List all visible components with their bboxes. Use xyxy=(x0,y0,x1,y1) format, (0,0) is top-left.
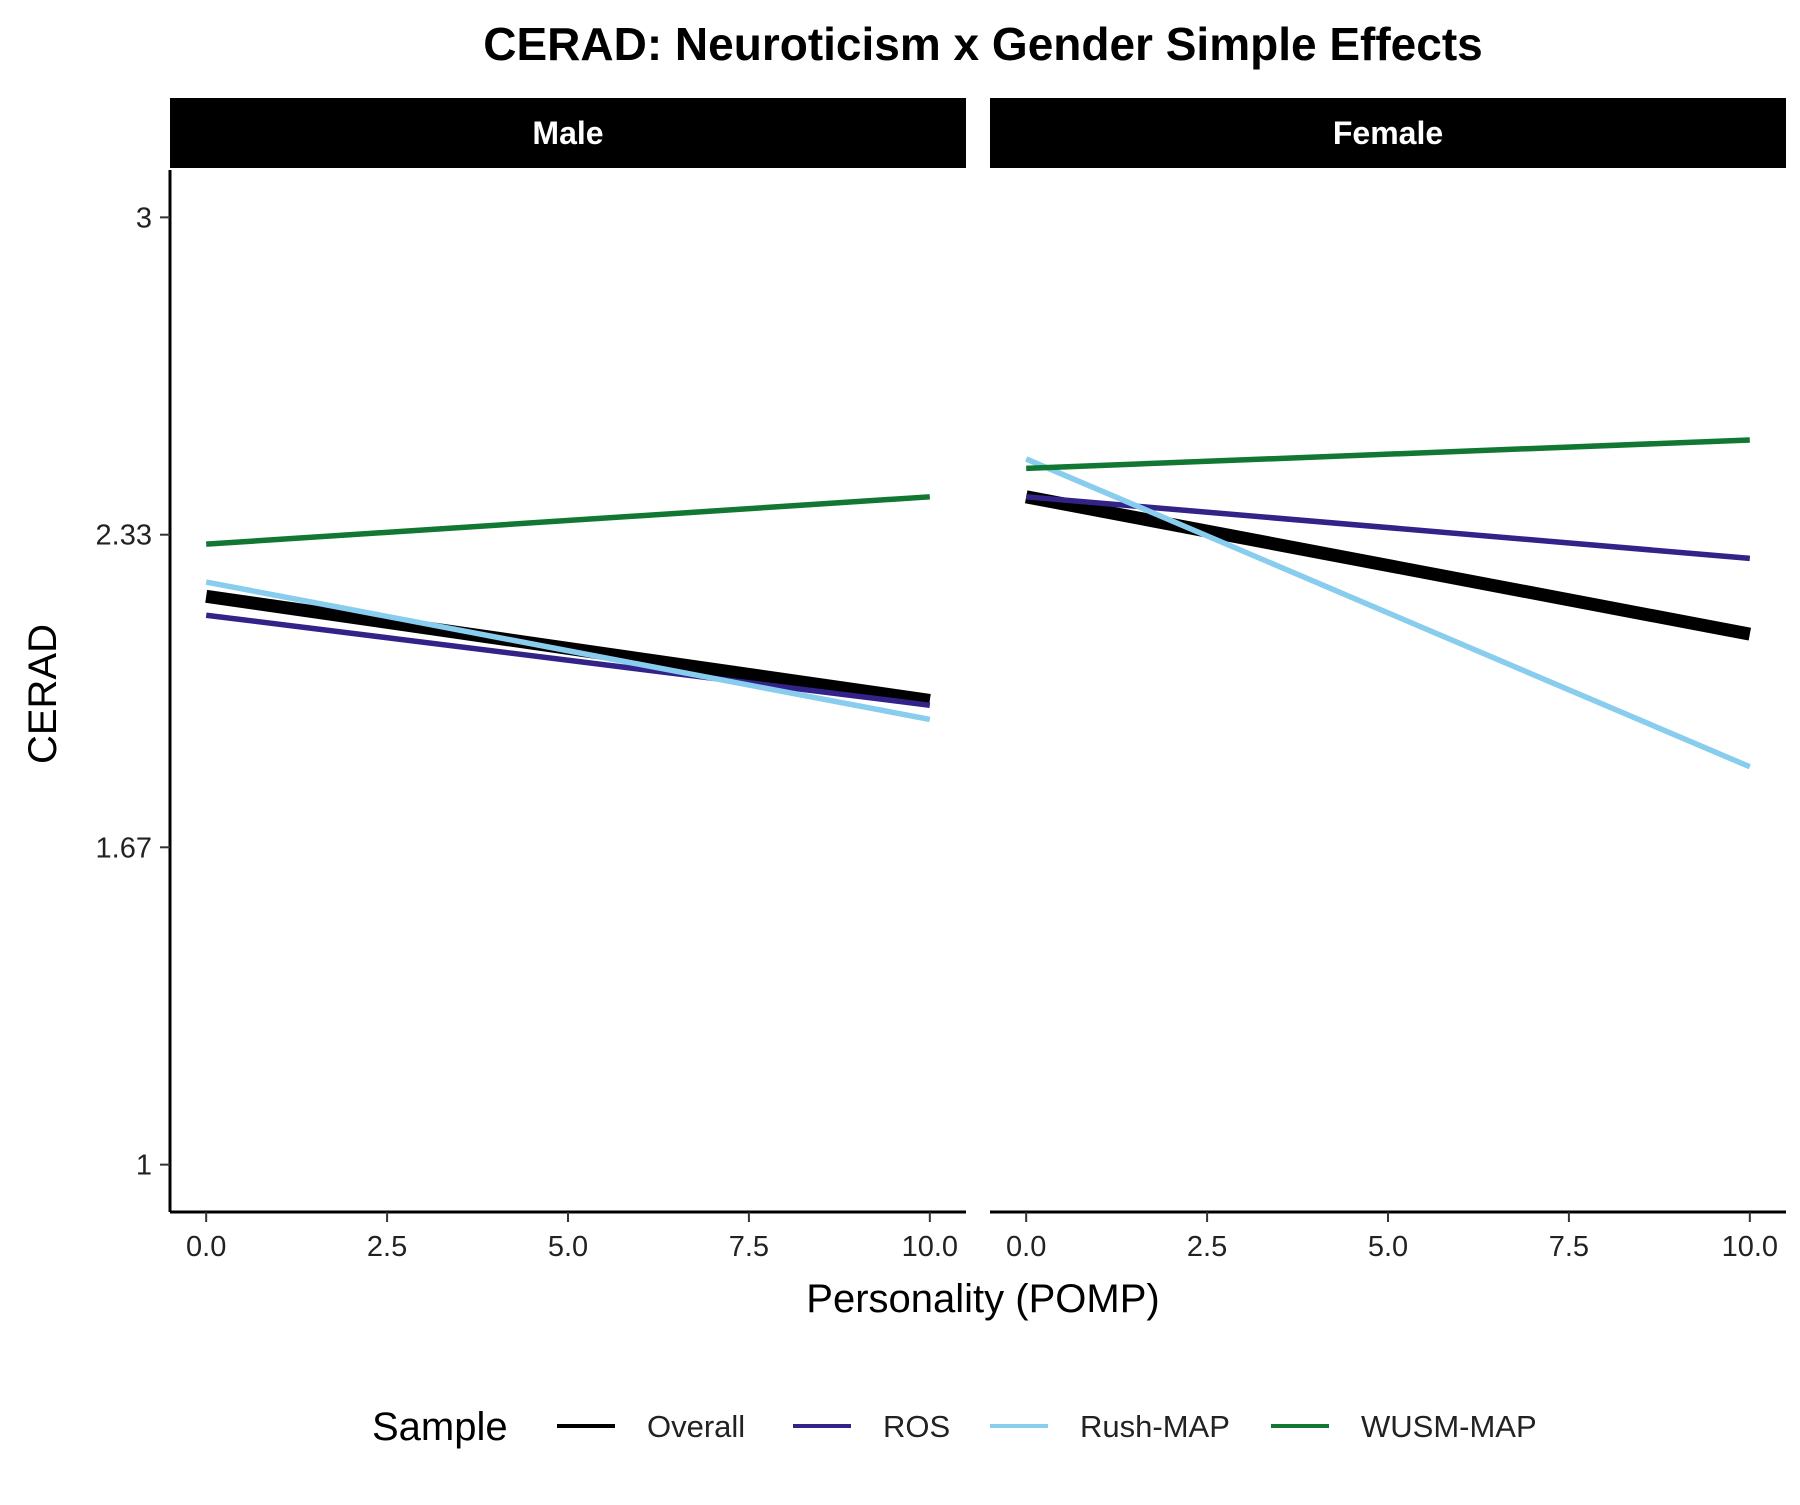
x-axis-label: Personality (POMP) xyxy=(806,1277,1159,1321)
facet-label-male: Male xyxy=(532,115,603,151)
x-tick-label-female-4: 10.0 xyxy=(1722,1231,1778,1263)
x-tick-label-male-3: 7.5 xyxy=(729,1231,769,1263)
y-tick-label-1: 1.67 xyxy=(96,832,152,864)
facet-female: Female 0.0 2.5 5.0 7.5 10.0 xyxy=(990,98,1786,1263)
y-tick-label-0: 1 xyxy=(136,1150,152,1182)
y-tick-label-2: 2.33 xyxy=(96,520,152,552)
series-line-female-ros xyxy=(1025,494,1751,562)
facet-strip-female xyxy=(990,98,1786,168)
chart-title: CERAD: Neuroticism x Gender Simple Effec… xyxy=(483,18,1482,70)
series-line-female-rush-map xyxy=(1025,456,1751,770)
facet-male: Male 0.0 2.5 5.0 7.5 10.0 1 1.67 2.33 3 xyxy=(96,98,966,1263)
legend-item-overall: Overall xyxy=(557,1409,745,1444)
y-tick-label-3: 3 xyxy=(136,202,152,234)
y-axis-label: CERAD xyxy=(21,624,65,764)
x-tick-label-female-2: 5.0 xyxy=(1368,1231,1408,1263)
x-tick-label-male-0: 0.0 xyxy=(186,1231,226,1263)
x-tick-label-male-4: 10.0 xyxy=(902,1231,958,1263)
legend-label-rush-map: Rush-MAP xyxy=(1080,1409,1230,1444)
x-tick-label-female-3: 7.5 xyxy=(1549,1231,1589,1263)
legend-item-wusm-map: WUSM-MAP xyxy=(1271,1409,1537,1444)
legend-label-overall: Overall xyxy=(647,1409,745,1444)
legend-item-rush-map: Rush-MAP xyxy=(990,1409,1230,1444)
series-line-female-overall xyxy=(1024,490,1752,641)
facet-strip-male xyxy=(170,98,966,168)
x-tick-label-female-0: 0.0 xyxy=(1006,1231,1046,1263)
legend-label-wusm-map: WUSM-MAP xyxy=(1361,1409,1537,1444)
series-line-male-wusm-map xyxy=(206,494,930,547)
x-tick-label-male-1: 2.5 xyxy=(367,1231,407,1263)
series-line-female-wusm-map xyxy=(1026,437,1750,472)
series-line-male-rush-map xyxy=(205,579,931,723)
legend-title: Sample xyxy=(372,1405,508,1449)
x-tick-label-female-1: 2.5 xyxy=(1187,1231,1227,1263)
legend-item-ros: ROS xyxy=(793,1409,950,1444)
x-tick-label-male-2: 5.0 xyxy=(548,1231,588,1263)
legend-label-ros: ROS xyxy=(883,1409,950,1444)
series-line-male-ros xyxy=(205,612,931,708)
facet-label-female: Female xyxy=(1333,115,1443,151)
legend: Sample Overall ROS Rush-MAP WUSM-MAP xyxy=(372,1405,1537,1449)
facet-panels: Male 0.0 2.5 5.0 7.5 10.0 1 1.67 2.33 3 Female 0.0 2… xyxy=(96,98,1786,1263)
